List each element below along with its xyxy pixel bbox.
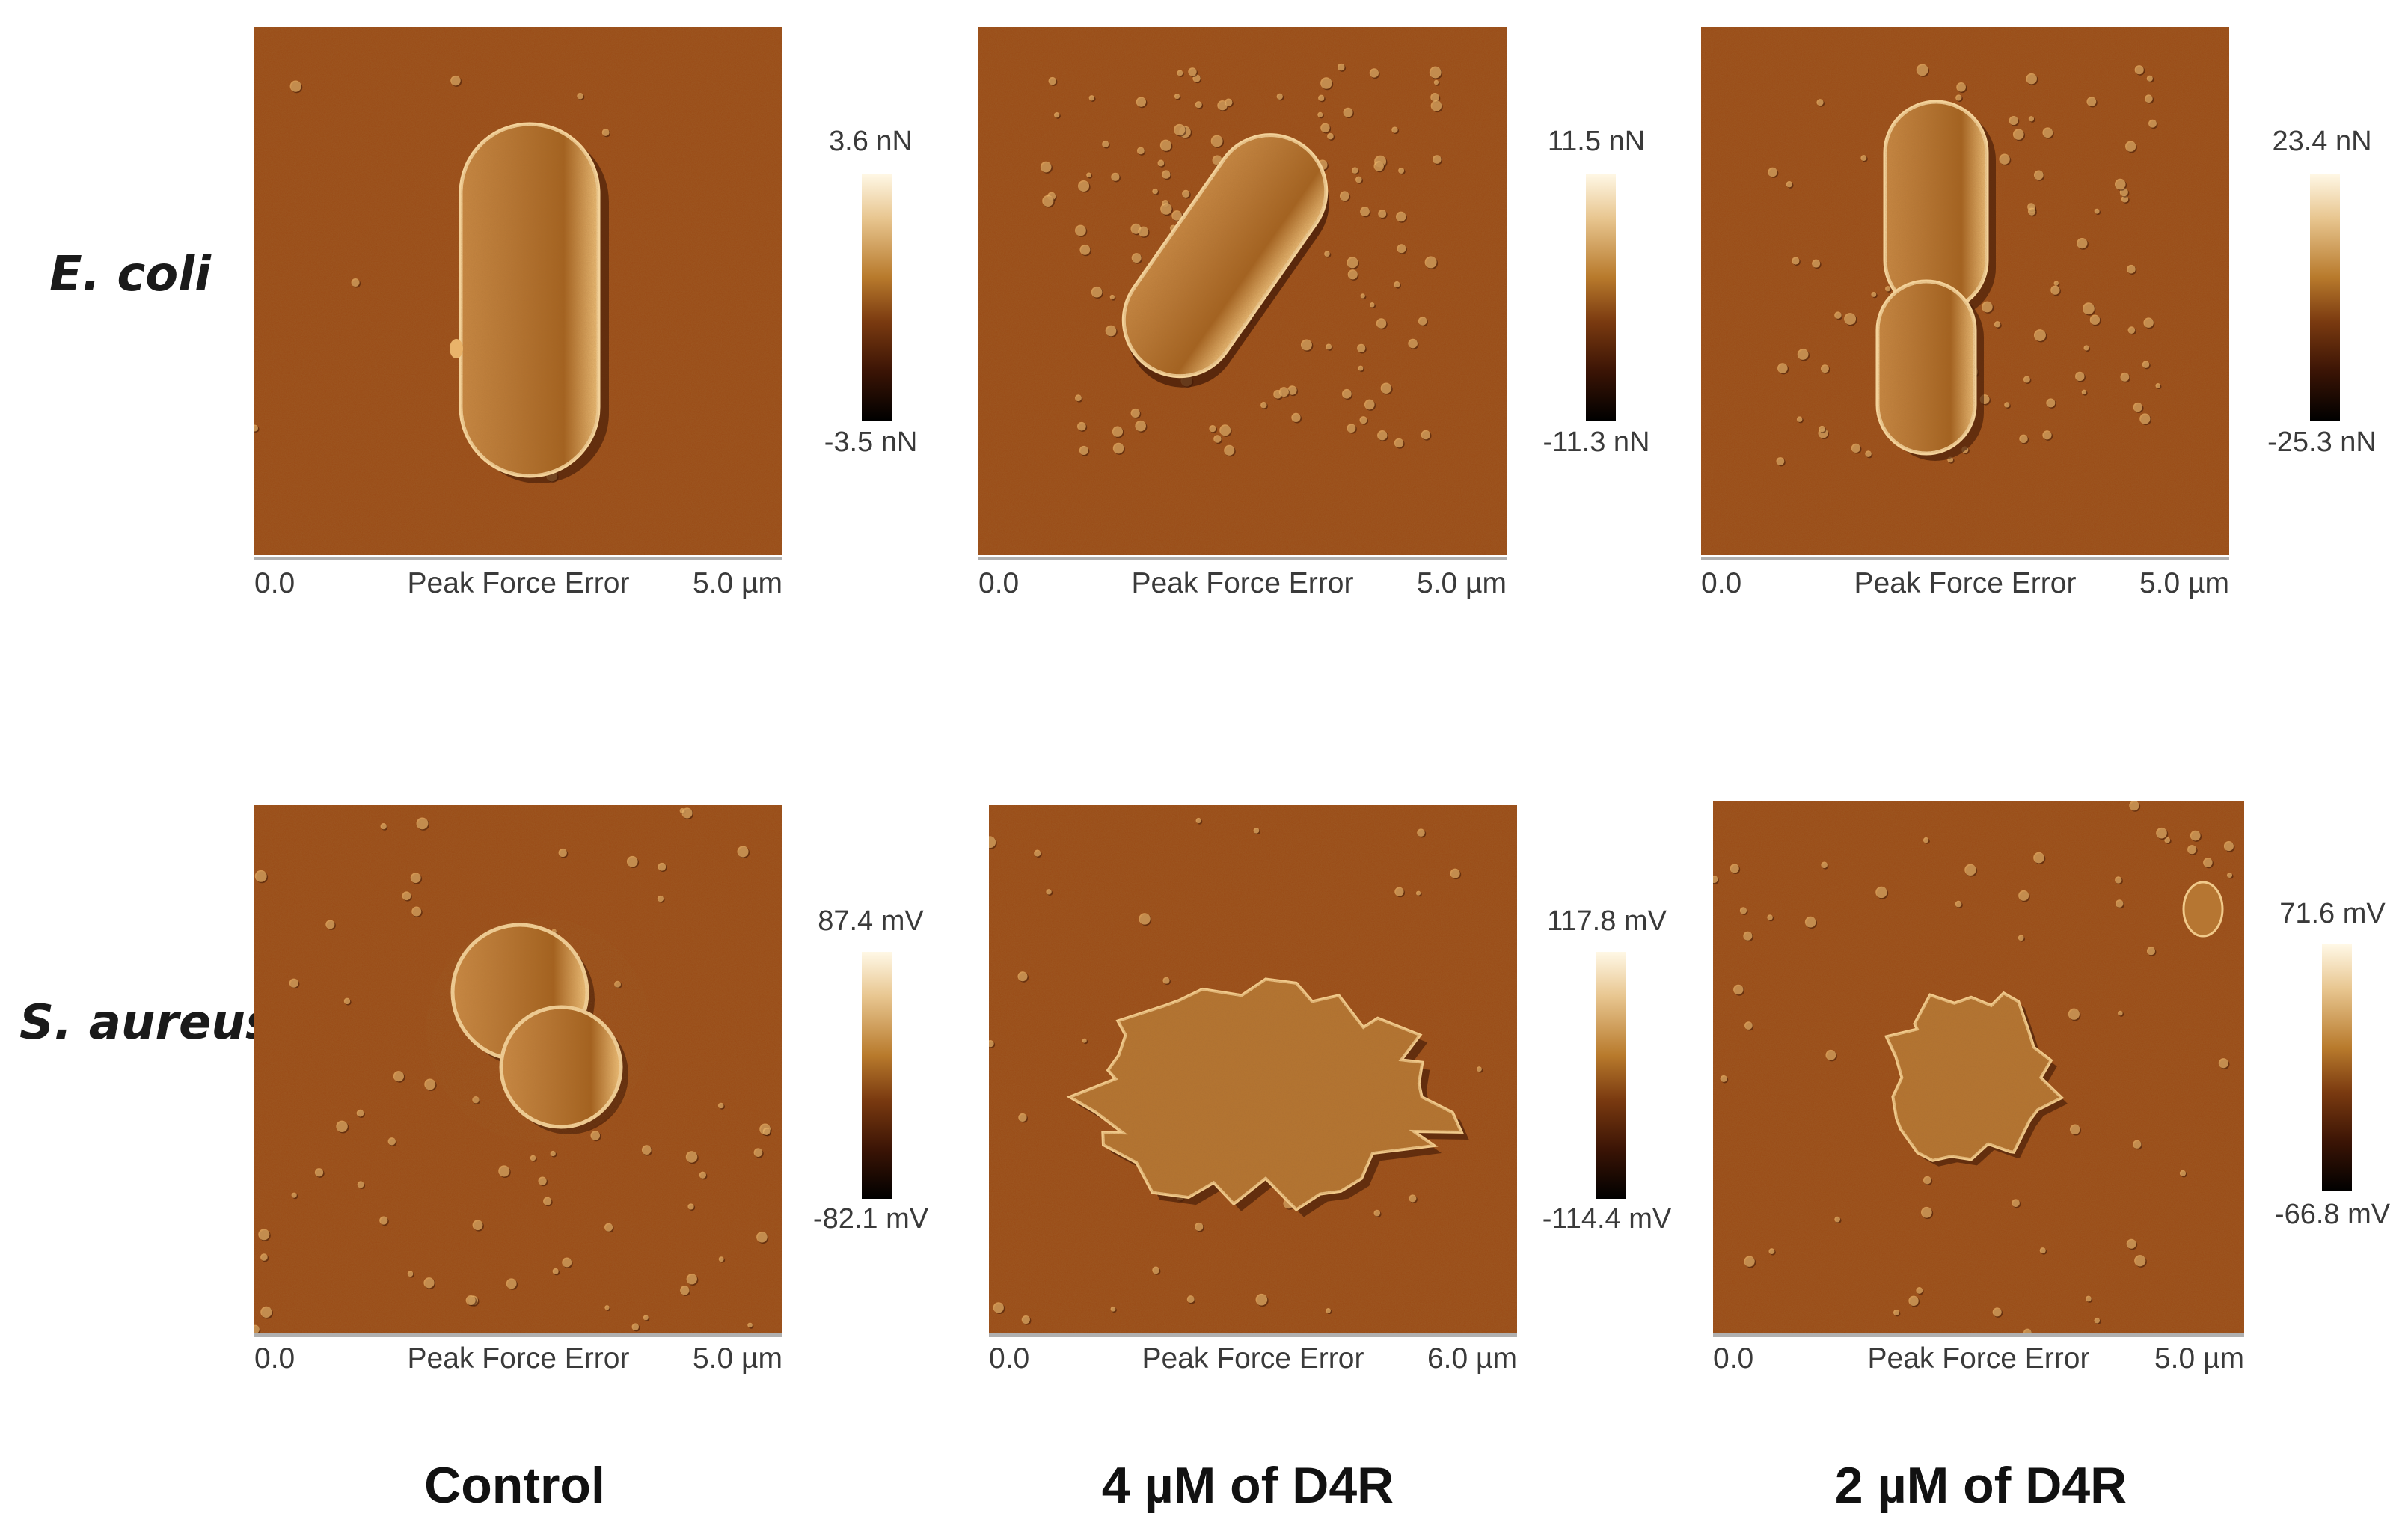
axis-end-label: 5.0 µm <box>2154 1342 2244 1375</box>
colorbar-min-label: -3.5 nN <box>824 427 918 458</box>
axis-title: Peak Force Error <box>407 567 630 599</box>
afm-panel: 0.0 Peak Force Error 5.0 µm <box>1701 27 2229 603</box>
colorbar-max-label: 23.4 nN <box>2272 126 2372 157</box>
afm-image <box>989 805 1517 1333</box>
afm-image <box>1701 27 2229 555</box>
colorbar-min-label: -114.4 mV <box>1542 1203 1672 1235</box>
axis-line <box>1701 557 2229 560</box>
axis-start-label: 0.0 <box>254 567 295 599</box>
axis-title: Peak Force Error <box>1854 567 2077 599</box>
bacterium-rod-dividing <box>1875 100 1996 461</box>
axis-title: Peak Force Error <box>1142 1342 1364 1375</box>
afm-panel: 0.0 Peak Force Error 5.0 µm <box>254 805 782 1381</box>
axis-title: Peak Force Error <box>407 1342 630 1375</box>
cell-debris-large <box>1066 977 1469 1217</box>
axis-end-label: 6.0 µm <box>1427 1342 1517 1375</box>
axis-line <box>1713 1333 2244 1337</box>
afm-image <box>1713 801 2244 1333</box>
column-label-control: Control <box>424 1457 605 1514</box>
axis-start-label: 0.0 <box>1701 567 1742 599</box>
colorbar <box>1596 952 1626 1199</box>
axis-start-label: 0.0 <box>254 1342 295 1375</box>
axis-line <box>254 557 782 560</box>
afm-image <box>254 27 782 555</box>
column-label-2um: 2 µM of D4R <box>1834 1457 2127 1514</box>
colorbar-min-label: -11.3 nN <box>1542 427 1650 458</box>
axis-title: Peak Force Error <box>1131 567 1354 599</box>
afm-image <box>254 805 782 1333</box>
colorbar-min-label: -66.8 mV <box>2274 1199 2391 1230</box>
colorbar-min-label: -82.1 mV <box>812 1203 929 1235</box>
column-label-4um: 4 µM of D4R <box>1101 1457 1394 1514</box>
row-label-ecoli: E. coli <box>49 247 212 302</box>
cell-debris-small <box>1884 881 2224 1167</box>
row-label-saureus: S. aureus <box>19 995 275 1051</box>
colorbar <box>1586 174 1616 421</box>
axis-title: Peak Force Error <box>1867 1342 2090 1375</box>
afm-image <box>978 27 1507 555</box>
colorbar-max-label: 117.8 mV <box>1547 905 1667 937</box>
axis-line <box>978 557 1507 560</box>
afm-panel: 0.0 Peak Force Error 5.0 µm <box>254 27 782 603</box>
bacterium-rod <box>450 122 609 483</box>
axis-start-label: 0.0 <box>989 1342 1030 1375</box>
afm-panel: 0.0 Peak Force Error 5.0 µm <box>978 27 1507 603</box>
axis-end-label: 5.0 µm <box>2139 567 2229 599</box>
colorbar <box>862 174 892 421</box>
colorbar-max-label: 3.6 nN <box>829 126 913 157</box>
afm-panel: 0.0 Peak Force Error 6.0 µm <box>989 805 1517 1381</box>
axis-end-label: 5.0 µm <box>1416 567 1507 599</box>
colorbar <box>862 952 892 1199</box>
axis-line <box>254 1333 782 1337</box>
colorbar-max-label: 71.6 mV <box>2279 898 2386 929</box>
axis-start-label: 0.0 <box>1713 1342 1754 1375</box>
bacterium-rod-damaged <box>1121 133 1329 388</box>
colorbar-max-label: 87.4 mV <box>818 905 924 937</box>
axis-end-label: 5.0 µm <box>692 1342 782 1375</box>
colorbar-min-label: -25.3 nN <box>2267 427 2377 458</box>
colorbar-max-label: 11.5 nN <box>1547 126 1646 157</box>
axis-end-label: 5.0 µm <box>692 567 782 599</box>
afm-panel: 0.0 Peak Force Error 5.0 µm <box>1713 801 2244 1384</box>
axis-start-label: 0.0 <box>978 567 1020 599</box>
colorbar <box>2322 944 2352 1191</box>
axis-line <box>989 1333 1517 1337</box>
colorbar <box>2310 174 2340 421</box>
bacterium-cocci-pair <box>426 917 651 1142</box>
